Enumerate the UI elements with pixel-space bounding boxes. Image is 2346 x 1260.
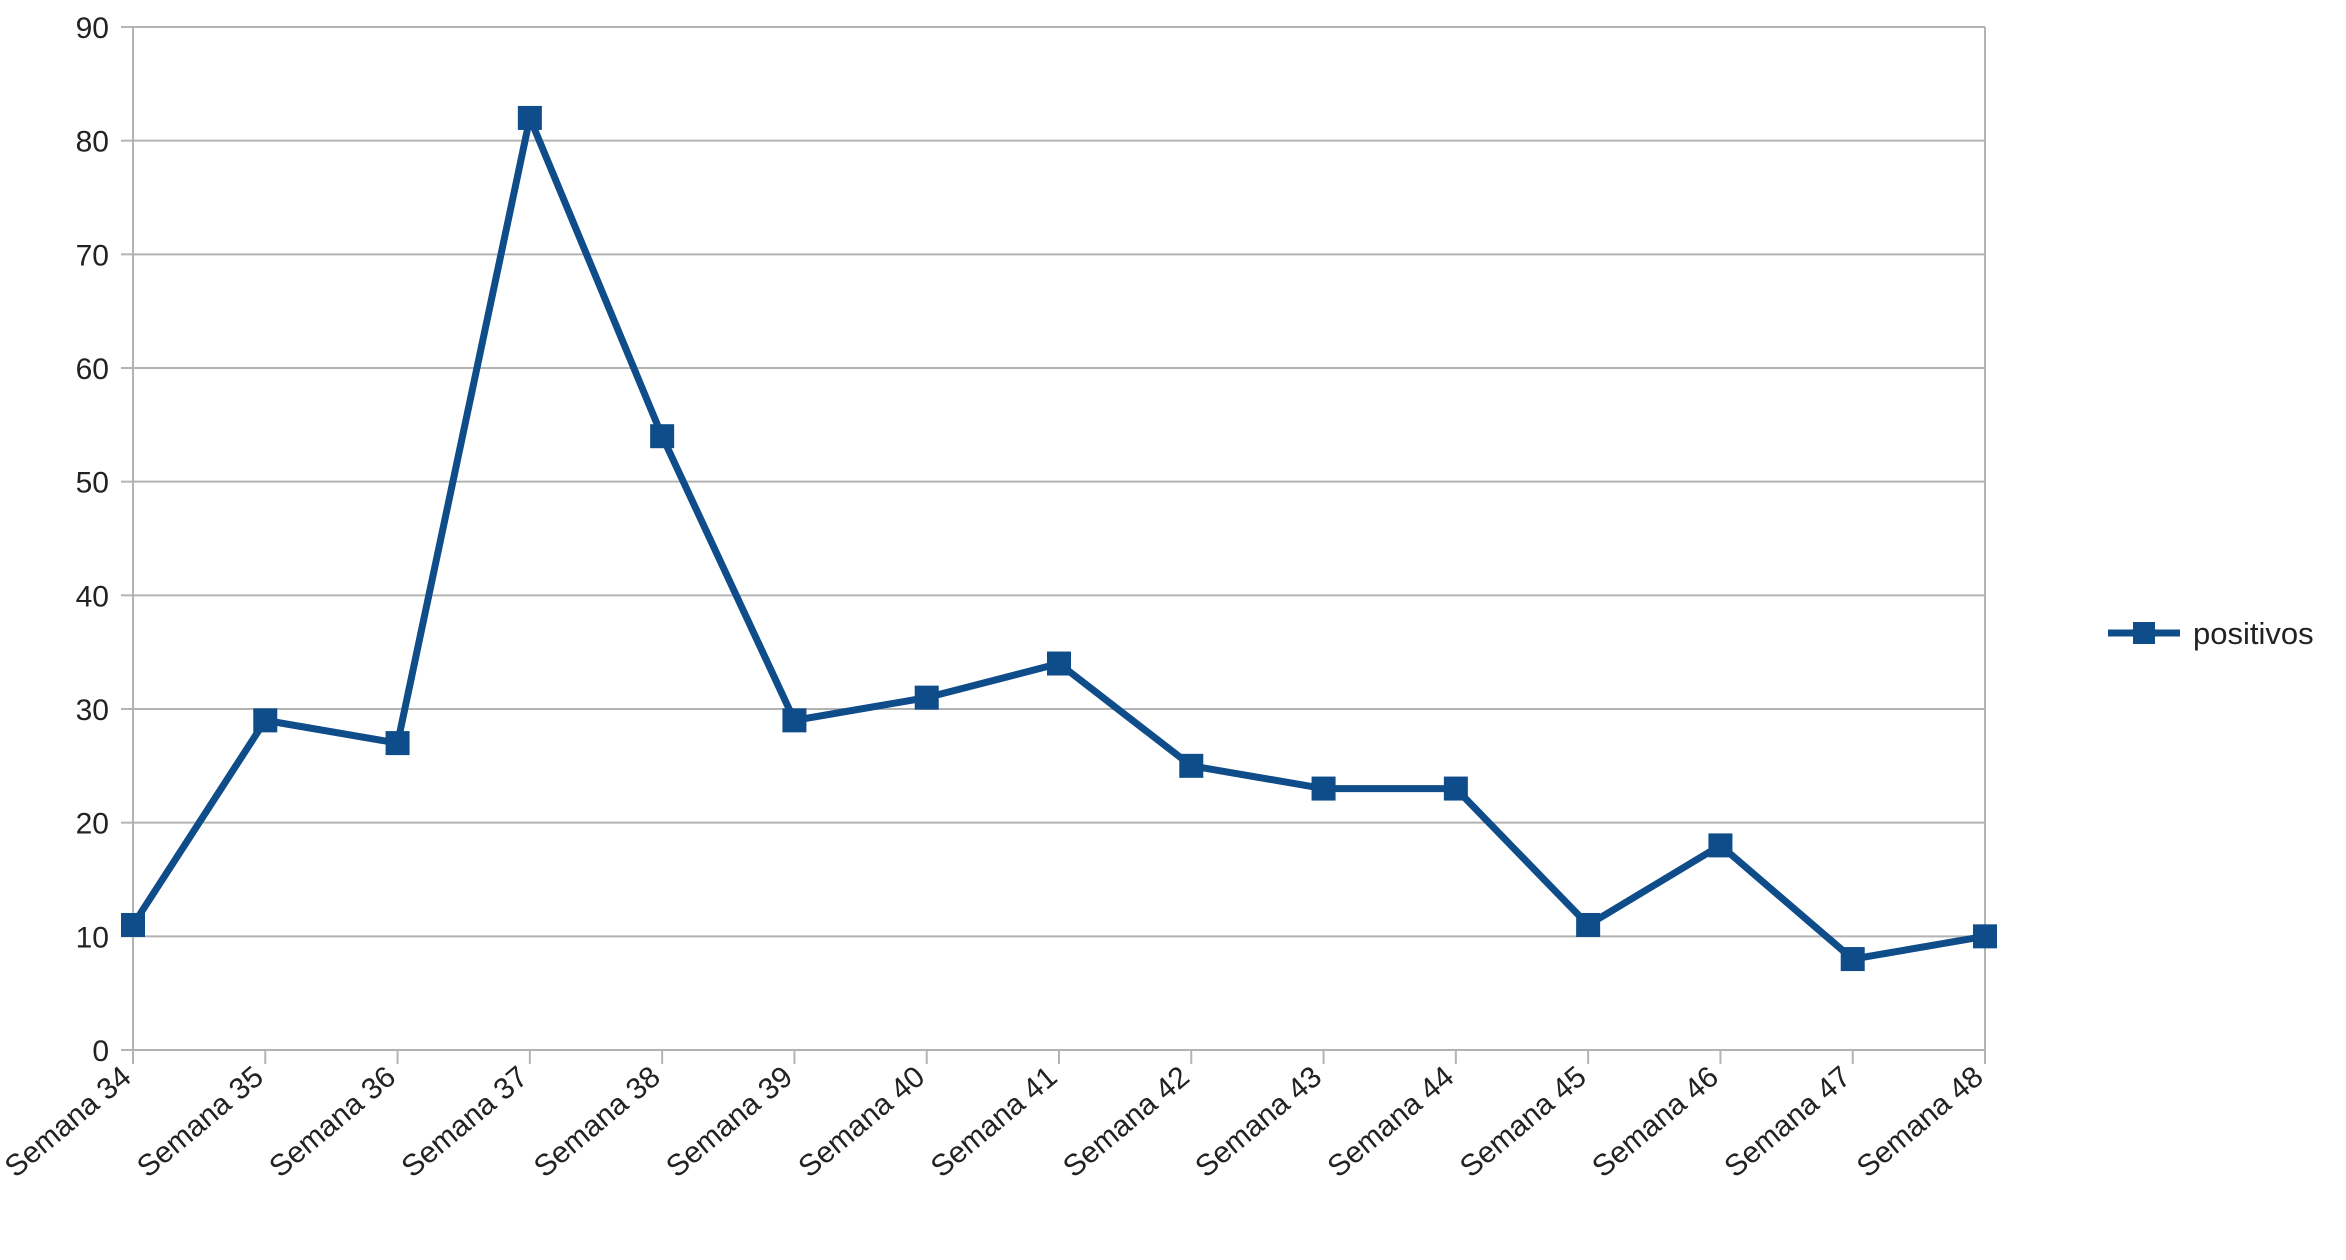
legend: positivos — [2108, 616, 2314, 651]
x-tick-label: Semana 44 — [1322, 1060, 1461, 1184]
x-tick-label: Semana 43 — [1189, 1060, 1328, 1184]
data-point-marker — [1576, 912, 1601, 937]
data-point-marker — [1179, 753, 1204, 778]
data-point-marker — [1840, 947, 1865, 972]
x-tick-label: Semana 40 — [792, 1060, 931, 1184]
x-tick-label: Semana 41 — [925, 1060, 1064, 1184]
y-tick-label: 20 — [76, 808, 109, 841]
data-point-marker — [914, 685, 939, 710]
data-point-marker — [782, 708, 807, 733]
y-tick-label: 40 — [76, 580, 109, 613]
series-group — [121, 105, 1997, 972]
data-point-marker — [1047, 651, 1071, 676]
grid-lines — [121, 26, 1985, 1051]
x-tick-label: Semana 42 — [1057, 1060, 1196, 1184]
y-tick-label: 0 — [92, 1035, 109, 1068]
x-tick-label: Semana 35 — [131, 1060, 270, 1184]
data-point-marker — [121, 912, 145, 937]
data-point-marker — [253, 708, 278, 733]
x-tick-label: Semana 47 — [1718, 1060, 1857, 1184]
legend-label: positivos — [2193, 616, 2314, 651]
y-tick-label: 70 — [76, 239, 109, 272]
y-axis-tick-labels: 0 10 20 30 40 50 60 70 80 90 — [76, 12, 109, 1068]
y-tick-label: 90 — [76, 12, 109, 45]
data-point-marker — [1708, 833, 1733, 858]
data-point-marker — [1443, 776, 1468, 801]
x-tick-label: Semana 45 — [1454, 1060, 1593, 1184]
x-tick-label: Semana 37 — [396, 1060, 535, 1184]
x-tick-label: Semana 39 — [660, 1060, 799, 1184]
y-tick-label: 50 — [76, 467, 109, 500]
x-axis-ticks — [132, 1050, 1986, 1064]
y-tick-label: 30 — [76, 694, 109, 727]
x-tick-label: Semana 48 — [1851, 1060, 1990, 1184]
legend-marker — [2133, 622, 2155, 644]
y-tick-label: 60 — [76, 353, 109, 386]
x-tick-label: Semana 46 — [1586, 1060, 1725, 1184]
data-point-marker — [385, 731, 410, 756]
series-line-positivos — [129, 114, 1989, 963]
data-point-marker — [650, 424, 675, 449]
x-tick-label: Semana 38 — [528, 1060, 667, 1184]
data-point-marker — [1311, 776, 1336, 801]
y-tick-label: 10 — [76, 921, 109, 954]
x-tick-label: Semana 34 — [0, 1060, 137, 1184]
plot-frame — [132, 27, 1986, 1050]
x-tick-label: Semana 36 — [263, 1060, 402, 1184]
data-point-marker — [1973, 924, 1997, 949]
data-point-marker — [517, 105, 542, 130]
y-tick-label: 80 — [76, 126, 109, 159]
